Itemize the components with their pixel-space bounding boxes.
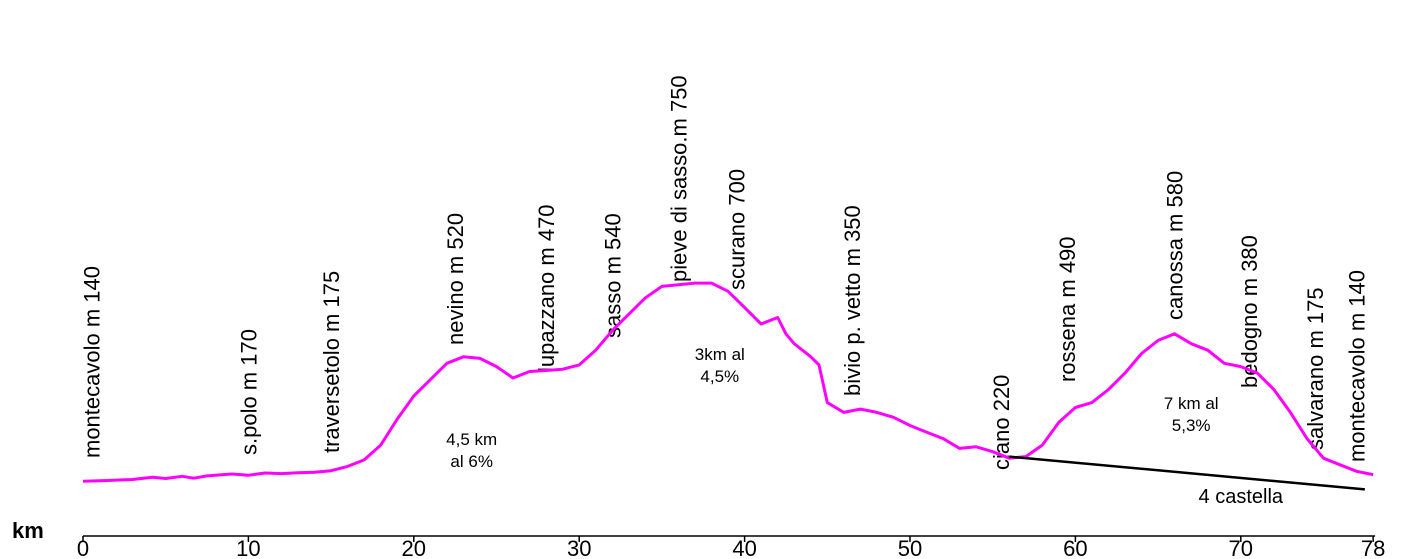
slope-annotations: 4,5 km al 6% 3km al 4,5% 7 km al 5,3% bbox=[446, 345, 1218, 471]
x-axis-unit-label: km bbox=[12, 518, 44, 543]
elevation-profile-line bbox=[82, 281, 1374, 483]
four-castella-segment-line bbox=[1009, 455, 1365, 491]
x-tick-label: 20 bbox=[402, 536, 426, 559]
x-tick-label: 60 bbox=[1063, 536, 1087, 559]
x-tick-label: 78 bbox=[1361, 536, 1385, 559]
slope-annotation-text: 5,3% bbox=[1172, 416, 1211, 435]
slope-annotation-text: al 6% bbox=[450, 452, 493, 471]
place-label: scurano 700 bbox=[724, 169, 749, 290]
x-tick-label: 70 bbox=[1229, 536, 1253, 559]
place-label: s.polo m 170 bbox=[236, 329, 261, 455]
slope-annotation-text: 4,5% bbox=[700, 367, 739, 386]
segment-label: 4 castella bbox=[1199, 486, 1284, 508]
x-tick-label: 30 bbox=[567, 536, 591, 559]
x-tick-label: 10 bbox=[236, 536, 260, 559]
place-label: montecavolo m 140 bbox=[1345, 270, 1370, 462]
place-label: canossa m 580 bbox=[1163, 171, 1188, 320]
place-label: salvarano m 175 bbox=[1303, 287, 1328, 450]
x-axis-ticks: 0 10 20 30 40 50 60 70 78 bbox=[77, 536, 1385, 559]
slope-annotation-text: 3km al bbox=[695, 345, 745, 364]
x-tick-label: 40 bbox=[732, 536, 756, 559]
x-tick-label: 50 bbox=[898, 536, 922, 559]
place-label: traversetolo m 175 bbox=[319, 271, 344, 453]
place-labels: montecavolo m 140 s.polo m 170 traversetol… bbox=[79, 75, 1369, 470]
place-label: sasso m 540 bbox=[600, 213, 625, 338]
place-label: montecavolo m 140 bbox=[79, 266, 104, 458]
slope-annotation-text: 7 km al bbox=[1164, 394, 1219, 413]
x-tick-label: 0 bbox=[77, 536, 89, 559]
place-label: bedogno m 380 bbox=[1237, 235, 1262, 388]
place-label: lupazzano m 470 bbox=[534, 204, 559, 372]
slope-annotation-text: 4,5 km bbox=[446, 430, 497, 449]
place-label: nevino m 520 bbox=[443, 213, 468, 345]
place-label: bivio p. vetto m 350 bbox=[840, 205, 865, 396]
place-label: pieve di sasso.m 750 bbox=[666, 75, 691, 282]
place-label: rossena m 490 bbox=[1055, 236, 1080, 382]
